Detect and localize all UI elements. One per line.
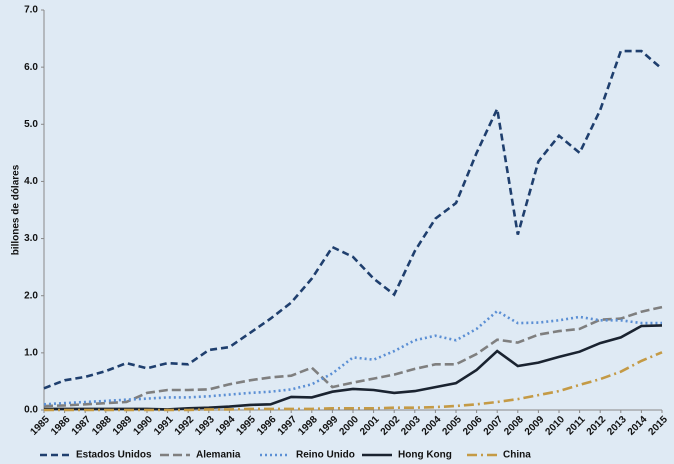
legend-label: Reino Unido [296, 450, 355, 461]
legend-label: Estados Unidos [76, 450, 152, 461]
legend-label: Hong Kong [398, 450, 452, 461]
y-tick-label: 4.0 [24, 176, 38, 187]
y-tick-label: 2.0 [24, 290, 38, 301]
y-tick-label: 3.0 [24, 233, 38, 244]
series-line [44, 351, 663, 412]
series-line [43, 49, 663, 390]
y-tick-label: 7.0 [24, 5, 38, 16]
series-line [43, 305, 663, 408]
y-tick-label: 6.0 [24, 62, 38, 73]
y-axis-label: billones de dólares [11, 164, 22, 255]
legend-label: Alemania [196, 450, 241, 461]
y-tick-label: 5.0 [24, 119, 38, 130]
legend-label: China [503, 450, 531, 461]
y-tick-label: 1.0 [24, 347, 38, 358]
y-tick-label: 0.0 [24, 405, 38, 416]
